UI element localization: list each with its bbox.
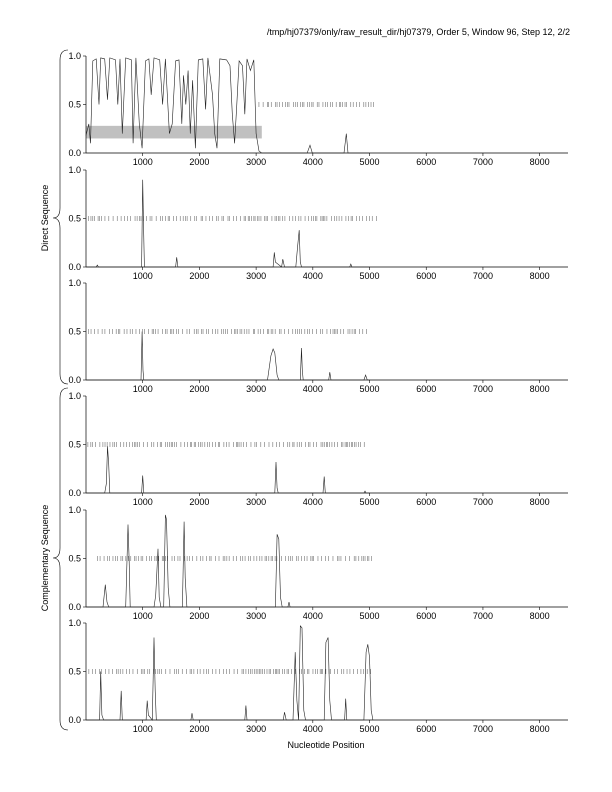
x-tick-label: 7000 [473, 384, 493, 394]
y-tick-label: 0.5 [68, 214, 81, 224]
x-tick-label: 3000 [246, 271, 266, 281]
x-axis-title: Nucleotide Position [287, 740, 364, 750]
x-tick-label: 5000 [360, 271, 380, 281]
x-tick-label: 8000 [530, 611, 550, 621]
y-tick-label: 0.5 [68, 554, 81, 564]
y-tick-label: 0.0 [68, 715, 81, 725]
x-tick-label: 3000 [246, 611, 266, 621]
direct-sequence-label: Direct Sequence [40, 185, 50, 252]
x-tick-label: 2000 [189, 497, 209, 507]
panel-direct-frame-2: 0.0 0.5 1.0 1000 2000 3000 4000 5000 6000 7000 800… [68, 165, 568, 281]
panels: 0.0 0.5 1.0 1000 2000 3000 4000 5000 6000 7000 800… [68, 51, 568, 734]
x-tick-label: 1000 [133, 611, 153, 621]
x-tick-label: 5000 [360, 611, 380, 621]
coding-potential-line [86, 446, 370, 494]
x-tick-label: 2000 [189, 611, 209, 621]
x-tick-label: 2000 [189, 271, 209, 281]
y-tick-label: 0.5 [68, 100, 81, 110]
x-tick-label: 8000 [530, 724, 550, 734]
x-tick-label: 7000 [473, 271, 493, 281]
x-tick-label: 7000 [473, 497, 493, 507]
complementary-sequence-label: Complementary Sequence [40, 505, 50, 612]
y-tick-label: 0.5 [68, 440, 81, 450]
coding-potential-line [85, 57, 370, 154]
y-tick-label: 0.0 [68, 375, 81, 385]
group-brackets: Direct Sequence Complementary Sequence [40, 49, 69, 731]
panel-direct-frame-1: 0.0 0.5 1.0 1000 2000 3000 4000 5000 6000 7000 800… [68, 51, 568, 167]
x-tick-label: 2000 [189, 157, 209, 167]
y-tick-label: 1.0 [68, 51, 81, 61]
coding-potential-line [86, 514, 370, 608]
x-tick-label: 1000 [133, 271, 153, 281]
x-tick-label: 6000 [416, 157, 436, 167]
x-tick-label: 4000 [303, 724, 323, 734]
y-tick-label: 1.0 [68, 278, 81, 288]
x-tick-label: 3000 [246, 384, 266, 394]
x-tick-label: 6000 [416, 724, 436, 734]
y-tick-label: 0.0 [68, 602, 81, 612]
x-tick-label: 5000 [360, 724, 380, 734]
page-title: /tmp/hj07379/only/raw_result_dir/hj07379… [266, 27, 570, 37]
y-tick-label: 0.0 [68, 488, 81, 498]
y-tick-label: 0.5 [68, 327, 81, 337]
coding-potential-line [86, 625, 374, 721]
x-tick-label: 2000 [189, 724, 209, 734]
x-tick-label: 4000 [303, 271, 323, 281]
panel-complementary-frame-2: 0.0 0.5 1.0 1000 2000 3000 4000 5000 6000 7000 800… [68, 505, 568, 621]
coding-potential-line [86, 179, 370, 268]
panel-direct-frame-3: 0.0 0.5 1.0 1000 2000 3000 4000 5000 6000 7000 800… [68, 278, 568, 394]
x-tick-label: 4000 [303, 611, 323, 621]
x-tick-label: 1000 [133, 157, 153, 167]
x-tick-label: 5000 [360, 497, 380, 507]
y-tick-label: 1.0 [68, 618, 81, 628]
y-tick-label: 1.0 [68, 391, 81, 401]
y-tick-label: 0.0 [68, 148, 81, 158]
panel-complementary-frame-1: 0.0 0.5 1.0 1000 2000 3000 4000 5000 6000 7000 800… [68, 391, 568, 507]
x-tick-label: 1000 [133, 497, 153, 507]
x-tick-label: 8000 [530, 157, 550, 167]
x-tick-label: 6000 [416, 384, 436, 394]
complementary-bracket [52, 387, 69, 731]
x-tick-label: 8000 [530, 384, 550, 394]
x-tick-label: 3000 [246, 497, 266, 507]
x-tick-label: 7000 [473, 157, 493, 167]
y-tick-label: 1.0 [68, 165, 81, 175]
x-tick-label: 6000 [416, 497, 436, 507]
x-tick-label: 7000 [473, 724, 493, 734]
panel-complementary-frame-3: 0.0 0.5 1.0 1000 2000 3000 4000 5000 6000 7000 800… [68, 618, 568, 734]
x-tick-label: 6000 [416, 611, 436, 621]
x-tick-label: 2000 [189, 384, 209, 394]
direct-bracket [52, 49, 69, 385]
x-tick-label: 5000 [360, 157, 380, 167]
y-tick-label: 0.0 [68, 262, 81, 272]
x-tick-label: 6000 [416, 271, 436, 281]
x-tick-label: 8000 [530, 271, 550, 281]
x-tick-label: 4000 [303, 157, 323, 167]
x-tick-label: 7000 [473, 611, 493, 621]
x-tick-label: 1000 [133, 384, 153, 394]
y-tick-label: 0.5 [68, 667, 81, 677]
coding-potential-line [86, 331, 370, 381]
y-tick-label: 1.0 [68, 505, 81, 515]
x-tick-label: 8000 [530, 497, 550, 507]
x-tick-label: 3000 [246, 724, 266, 734]
x-tick-label: 3000 [246, 157, 266, 167]
x-tick-label: 1000 [133, 724, 153, 734]
x-tick-label: 5000 [360, 384, 380, 394]
x-tick-label: 4000 [303, 384, 323, 394]
x-tick-label: 4000 [303, 497, 323, 507]
